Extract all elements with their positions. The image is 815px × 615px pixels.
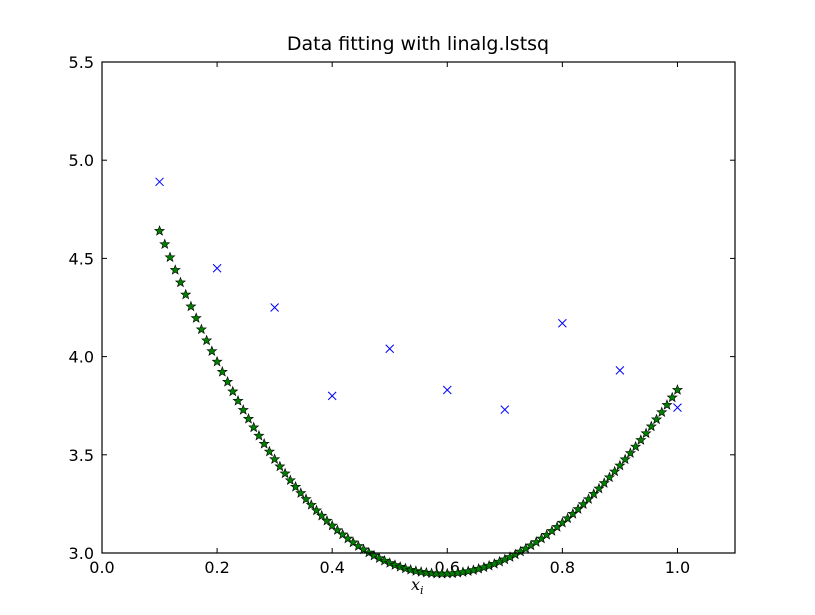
- fit-point: [206, 345, 218, 356]
- x-tick-label: 0.0: [89, 558, 114, 577]
- fit-point: [640, 427, 652, 439]
- fit-point: [614, 459, 626, 471]
- fit-point: [394, 561, 406, 572]
- fit-point: [153, 225, 166, 236]
- chart-title: Data fitting with linalg.lstsq: [287, 33, 549, 55]
- fit-point: [373, 552, 385, 564]
- fit-point: [415, 566, 427, 577]
- fit-point: [185, 300, 197, 312]
- fit-point: [274, 460, 286, 472]
- fit-point: [237, 404, 249, 415]
- data-point: [212, 263, 222, 273]
- x-tick-label: 1.0: [665, 558, 690, 577]
- fit-series: [153, 225, 684, 579]
- fit-point: [216, 366, 228, 377]
- fit-point: [588, 488, 600, 499]
- data-point: [270, 303, 279, 312]
- fit-point: [582, 493, 595, 504]
- fit-point: [609, 465, 621, 477]
- fit-point: [242, 413, 255, 424]
- fit-point: [420, 566, 432, 578]
- fit-point: [357, 543, 370, 555]
- fit-point: [201, 334, 213, 346]
- fit-point: [666, 391, 678, 403]
- fit-point: [316, 509, 328, 521]
- fit-point: [263, 445, 275, 457]
- fit-point: [593, 482, 605, 494]
- fit-point: [410, 565, 422, 576]
- x-axis-label-main: x: [411, 575, 420, 594]
- fit-point: [624, 447, 636, 458]
- fit-point: [269, 453, 281, 464]
- fit-point: [363, 546, 375, 558]
- fit-point: [300, 493, 312, 504]
- fit-point: [159, 238, 171, 250]
- fit-point: [190, 312, 202, 323]
- fit-point: [368, 549, 380, 561]
- fit-point: [211, 355, 223, 367]
- data-point: [558, 318, 567, 328]
- x-axis-label: xi: [411, 575, 424, 597]
- fit-point: [221, 375, 234, 387]
- fit-point: [337, 528, 349, 540]
- x-tick-label: 0.4: [319, 558, 344, 577]
- fit-point: [258, 438, 270, 449]
- fit-point: [399, 562, 411, 574]
- fit-point: [603, 471, 616, 483]
- data-point: [155, 177, 164, 187]
- plot-frame: [101, 61, 736, 554]
- fit-point: [671, 384, 684, 395]
- data-point: [442, 385, 452, 395]
- fit-point: [352, 540, 364, 551]
- fit-point: [326, 519, 338, 531]
- axis-ticks: [101, 61, 735, 554]
- data-series: [155, 177, 682, 414]
- x-tick-label: 0.8: [550, 558, 575, 577]
- y-tick-label: 5.5: [69, 53, 94, 72]
- fit-point: [378, 554, 391, 566]
- fit-point: [645, 420, 657, 432]
- fit-point: [284, 474, 296, 486]
- data-point: [615, 365, 625, 375]
- fit-point: [389, 559, 401, 570]
- fit-point: [384, 557, 396, 568]
- fit-point: [232, 395, 244, 406]
- y-tick-label: 4.5: [69, 249, 94, 268]
- fit-point: [661, 399, 673, 410]
- fit-point: [310, 504, 323, 516]
- fit-point: [227, 385, 239, 397]
- data-point: [385, 344, 395, 354]
- fit-point: [598, 477, 610, 488]
- data-point: [673, 403, 682, 413]
- fit-point: [650, 413, 663, 425]
- y-tick-label: 4.0: [69, 348, 94, 367]
- data-point: [500, 405, 510, 414]
- fit-point: [248, 421, 260, 433]
- fit-point: [289, 480, 302, 492]
- fit-point: [305, 499, 317, 510]
- fit-point: [630, 440, 642, 452]
- plot-area: [102, 62, 735, 553]
- fit-point: [279, 467, 291, 479]
- fit-point: [619, 453, 631, 465]
- fit-point: [169, 264, 181, 275]
- x-axis-label-subscript: i: [420, 584, 424, 597]
- y-tick-label: 3.5: [69, 446, 94, 465]
- fit-point: [164, 251, 176, 263]
- fit-point: [174, 276, 187, 288]
- fit-point: [180, 288, 192, 300]
- fit-point: [253, 429, 265, 441]
- y-tick-label: 3.0: [69, 544, 94, 563]
- fit-point: [635, 434, 647, 445]
- fit-point: [321, 514, 333, 526]
- data-point: [327, 391, 337, 401]
- fit-point: [656, 406, 668, 418]
- fit-point: [347, 536, 359, 548]
- fit-point: [295, 487, 307, 498]
- fit-point: [195, 323, 207, 335]
- x-tick-label: 0.2: [204, 558, 229, 577]
- fit-point: [331, 524, 343, 535]
- y-tick-label: 5.0: [69, 151, 94, 170]
